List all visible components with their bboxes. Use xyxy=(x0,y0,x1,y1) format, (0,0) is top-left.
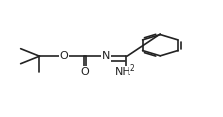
Text: O: O xyxy=(60,51,68,61)
Text: NH: NH xyxy=(115,67,132,77)
Text: N: N xyxy=(102,51,110,61)
Text: 2: 2 xyxy=(129,64,134,73)
Text: O: O xyxy=(81,67,89,77)
